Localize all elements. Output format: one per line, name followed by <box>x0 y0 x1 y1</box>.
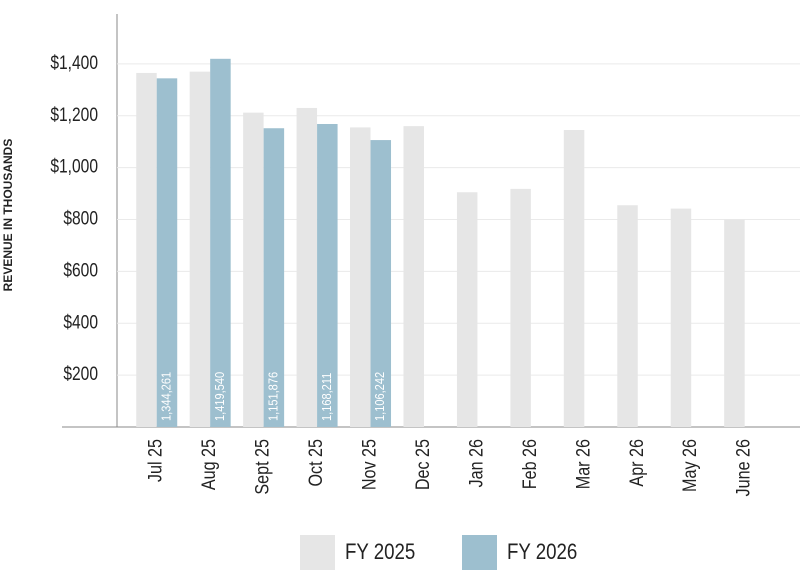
x-tick-label: Aug 25 <box>198 439 220 490</box>
legend-label: FY 2026 <box>507 540 577 564</box>
y-tick-label: $1,400 <box>50 51 98 73</box>
bar <box>670 208 692 427</box>
bar <box>210 58 231 427</box>
bar <box>350 127 371 427</box>
x-tick-label: May 26 <box>679 439 701 492</box>
value-label: 1,106,242 <box>372 372 387 421</box>
y-axis-title: REVENUE IN THOUSANDS <box>1 139 15 292</box>
x-tick-label: Jan 26 <box>465 439 487 488</box>
x-tick-label: Jul 25 <box>145 439 167 482</box>
y-tick-label: $1,000 <box>50 155 98 177</box>
bar <box>563 130 585 427</box>
value-label: 1,151,876 <box>265 372 280 421</box>
legend-swatch <box>462 535 497 570</box>
bar <box>296 107 318 427</box>
bar <box>617 205 638 427</box>
x-tick-label: Mar 26 <box>572 439 594 489</box>
bar <box>456 192 478 427</box>
x-tick-label: Oct 25 <box>305 439 327 487</box>
x-tick-label: Feb 26 <box>519 439 541 489</box>
x-tick-label: Apr 26 <box>626 439 648 487</box>
bar <box>243 112 264 427</box>
y-tick-label: $400 <box>63 311 98 333</box>
legend-swatch <box>300 535 335 570</box>
y-tick-label: $800 <box>63 207 98 229</box>
legend-label: FY 2025 <box>345 540 415 564</box>
value-label: 1,419,540 <box>212 372 227 421</box>
bar <box>317 123 338 427</box>
y-tick-label: $200 <box>63 363 98 385</box>
bar <box>189 71 211 427</box>
y-tick-label: $600 <box>63 259 98 281</box>
bar <box>510 188 531 427</box>
x-tick-label: June 26 <box>732 439 754 497</box>
x-tick-label: Nov 25 <box>358 439 380 490</box>
x-tick-label: Dec 25 <box>412 439 434 490</box>
y-tick-label: $1,200 <box>50 103 98 125</box>
bar <box>136 72 157 427</box>
bar <box>370 140 392 427</box>
bar <box>263 128 285 427</box>
bar <box>403 126 424 427</box>
bar <box>156 78 178 427</box>
bar <box>724 219 745 427</box>
x-tick-label: Sept 25 <box>251 439 273 495</box>
value-label: 1,344,261 <box>159 372 174 421</box>
value-label: 1,168,211 <box>319 372 334 421</box>
